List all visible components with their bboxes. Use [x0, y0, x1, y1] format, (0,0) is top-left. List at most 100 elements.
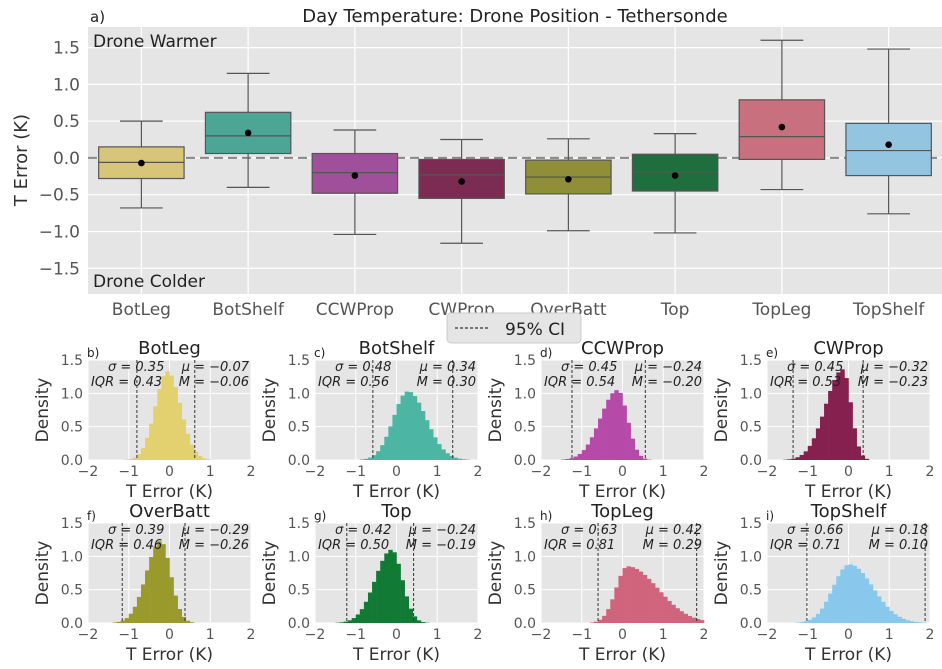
histogram-bar [408, 608, 414, 623]
histogram-bar [864, 578, 870, 623]
y-tick-label: 1.5 [740, 516, 762, 532]
histogram-bar [339, 622, 344, 623]
histogram-bar [149, 423, 154, 460]
histogram-bar [864, 458, 870, 460]
histogram-bar [618, 575, 623, 623]
histogram-bar [384, 553, 389, 623]
histogram-bar [889, 610, 894, 623]
x-axis-label: T Error (K) [352, 645, 440, 665]
histogram-bar [124, 618, 130, 623]
x-tick-label: 2 [926, 627, 935, 643]
histogram-bar [679, 611, 684, 623]
histogram-bar [860, 573, 866, 623]
median-stat: M = −0.20 [632, 375, 702, 390]
x-tick-label: 1 [206, 627, 215, 643]
y-axis-label: Density [260, 541, 280, 606]
histogram-bar [565, 459, 570, 460]
histogram-bar [606, 609, 611, 623]
y-tick-label: 0.0 [514, 453, 536, 469]
histogram-bar [811, 617, 817, 623]
histogram-bar [573, 456, 578, 460]
histogram-bar [145, 570, 150, 623]
histogram-bar [380, 560, 385, 623]
y-tick-label: 0.0 [61, 616, 83, 632]
histogram-bar [642, 574, 648, 623]
histogram-bar [840, 569, 845, 623]
x-tick-label: −2 [78, 464, 99, 480]
histogram-bar [140, 584, 146, 623]
histogram-bar [177, 608, 183, 623]
histogram-bar [132, 606, 138, 623]
histogram-bar [412, 396, 418, 460]
histogram-bar [392, 414, 397, 460]
sigma-stat: σ = 0.39 [108, 523, 164, 538]
histogram-bar [852, 565, 857, 623]
x-tick-label: 0 [844, 627, 853, 643]
y-axis-label: Density [712, 378, 732, 443]
y-axis-label: Density [260, 378, 280, 443]
y-tick-label: 1.0 [53, 75, 80, 95]
histogram-bar [803, 451, 809, 460]
histogram-bar [593, 621, 599, 623]
histogram-bar [848, 402, 853, 460]
y-tick-label: 0.0 [514, 616, 536, 632]
histogram-panel-overbatt: 0.0 0.5 1.0 1.5 −2 −1 0 1 2 T Error (K) Density Ove… [33, 501, 255, 665]
histogram-bar [449, 455, 454, 460]
histogram-bar [901, 618, 906, 623]
sigma-stat: σ = 0.66 [787, 523, 843, 538]
sigma-stat: σ = 0.48 [335, 360, 391, 375]
x-axis-label: T Error (K) [578, 645, 666, 665]
x-tick-label: 1 [206, 464, 215, 480]
histogram-bar [795, 457, 800, 460]
histogram-bar [585, 444, 591, 460]
histogram-bar [136, 596, 142, 623]
histogram-bar [206, 459, 211, 460]
median-stat: M = −0.19 [406, 538, 476, 553]
x-tick-label: −1 [118, 464, 139, 480]
histogram-panel-topleg: 0.0 0.5 1.0 1.5 −2 −1 0 1 2 T Error (K) Density Top… [486, 501, 708, 665]
mean-stat: μ = 0.34 [419, 360, 476, 375]
histogram-bar [128, 459, 134, 460]
sigma-stat: σ = 0.42 [335, 523, 391, 538]
histogram-bar [457, 458, 462, 460]
histogram-bar [388, 549, 393, 623]
y-axis-label: Density [33, 541, 53, 606]
histogram-bar [909, 621, 914, 623]
histogram-bar [618, 392, 623, 460]
histogram-bar [577, 453, 583, 460]
histogram-bar [593, 428, 599, 460]
histogram-bar [634, 568, 640, 623]
histogram-bar [598, 418, 603, 460]
iqr-stat: IQR = 0.53 [770, 375, 841, 390]
histogram-bar [799, 454, 804, 460]
histogram-bar [173, 595, 178, 623]
mean-point [885, 141, 892, 148]
histogram-panel-top: 0.0 0.5 1.0 1.5 −2 −1 0 1 2 T Error (K) Density Top… [260, 501, 482, 665]
histogram-bar [376, 570, 381, 623]
x-tick-label: CCWProp [316, 300, 394, 320]
x-tick-label: 0 [844, 464, 853, 480]
histogram-bar [634, 449, 640, 460]
panel-label: g) [314, 509, 326, 523]
x-tick-label: 1 [659, 464, 668, 480]
y-tick-label: 1.0 [740, 386, 762, 402]
histogram-bar [372, 581, 377, 623]
histogram-bar [351, 618, 357, 623]
iqr-stat: IQR = 0.50 [318, 538, 389, 553]
histogram-bar [569, 458, 574, 460]
histogram-bar [699, 620, 705, 623]
histogram-bar [683, 613, 688, 623]
x-tick-label: BotShelf [212, 300, 284, 320]
panel-title: TopShelf [810, 501, 887, 522]
histogram-bar [416, 402, 422, 460]
y-tick-label: −1.0 [39, 222, 80, 242]
panel-title: BotLeg [138, 338, 201, 359]
mean-point [458, 178, 465, 185]
x-tick-label: 0 [392, 464, 401, 480]
histogram-panels: 0.0 0.5 1.0 1.5 −2 −1 0 1 2 T Error (K) Density Bot… [33, 338, 934, 665]
histogram-bar [437, 444, 442, 460]
y-tick-label: 0.5 [61, 583, 83, 599]
histogram-bar [803, 621, 809, 623]
panel-title: CWProp [813, 338, 883, 359]
